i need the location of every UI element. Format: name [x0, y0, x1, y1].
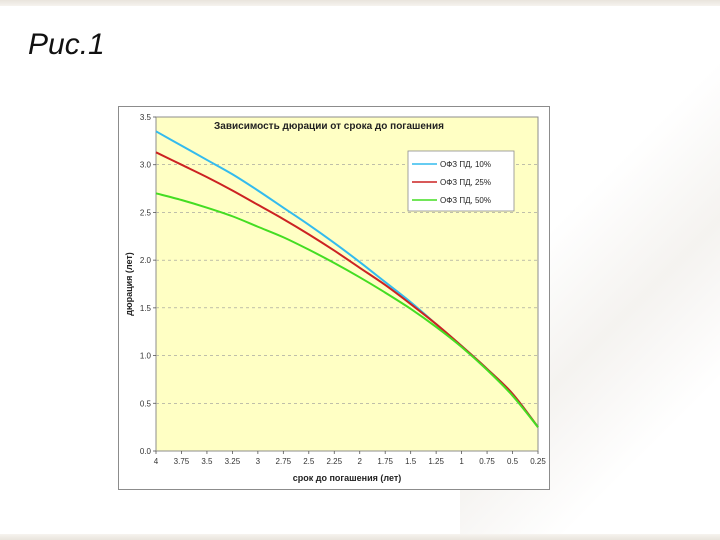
y-tick-label: 3.5 [140, 113, 152, 122]
x-tick-label: 2.25 [326, 457, 342, 466]
x-tick-label: 1.25 [428, 457, 444, 466]
x-tick-label: 0.75 [479, 457, 495, 466]
y-tick-label: 3.0 [140, 161, 152, 170]
y-tick-label: 2.5 [140, 208, 152, 217]
x-tick-label: 2 [358, 457, 363, 466]
x-tick-label: 1.75 [377, 457, 393, 466]
x-tick-label: 3 [256, 457, 261, 466]
x-tick-label: 1 [459, 457, 464, 466]
legend-box [407, 150, 515, 212]
y-axis-ticks: 0.0 0.5 1.0 1.5 2.0 2.5 3.0 3.5 [140, 113, 156, 456]
x-tick-label: 2.5 [303, 457, 315, 466]
chart-title: Зависимость дюрации от срока до погашени… [214, 121, 444, 132]
x-axis-ticks: 4 3.75 3.5 3.25 3 2.75 2.5 2.25 2 1.75 1.5 1.25 1 0.7… [154, 451, 546, 466]
y-tick-label: 1.0 [140, 352, 152, 361]
series-lines [155, 130, 539, 428]
legend-label-series-3: ОФЗ ПД, 50% [440, 196, 491, 205]
slide-title: Рис.1 [28, 28, 105, 61]
series-line-3 [155, 192, 539, 428]
x-tick-label: 4 [154, 457, 159, 466]
x-axis-title: срок до погашения (лет) [293, 473, 402, 483]
x-tick-label: 2.75 [276, 457, 292, 466]
legend-label-series-2: ОФЗ ПД, 25% [440, 178, 491, 187]
legend: ОФЗ ПД, 10% ОФЗ ПД, 25% ОФЗ ПД, 50% [407, 150, 515, 212]
x-tick-label: 3.75 [174, 457, 190, 466]
x-tick-label: 0.25 [530, 457, 546, 466]
y-tick-label: 2.0 [140, 256, 152, 265]
decor-band-top [0, 0, 720, 6]
x-tick-label: 3.5 [201, 457, 213, 466]
y-tick-label: 1.5 [140, 304, 152, 313]
x-tick-label: 0.5 [507, 457, 519, 466]
x-tick-label: 3.25 [225, 457, 241, 466]
y-tick-label: 0.5 [140, 399, 152, 408]
y-tick-label: 0.0 [140, 447, 152, 456]
x-tick-label: 1.5 [405, 457, 417, 466]
decor-band-bottom [0, 534, 720, 540]
chart-container: 0.0 0.5 1.0 1.5 2.0 2.5 3.0 3.5 4 3.75 3.5 3.25 3 2.… [118, 106, 550, 490]
legend-label-series-1: ОФЗ ПД, 10% [440, 160, 491, 169]
duration-chart: 0.0 0.5 1.0 1.5 2.0 2.5 3.0 3.5 4 3.75 3.5 3.25 3 2.… [124, 113, 546, 483]
y-axis-title: дюрация (лет) [124, 252, 134, 316]
